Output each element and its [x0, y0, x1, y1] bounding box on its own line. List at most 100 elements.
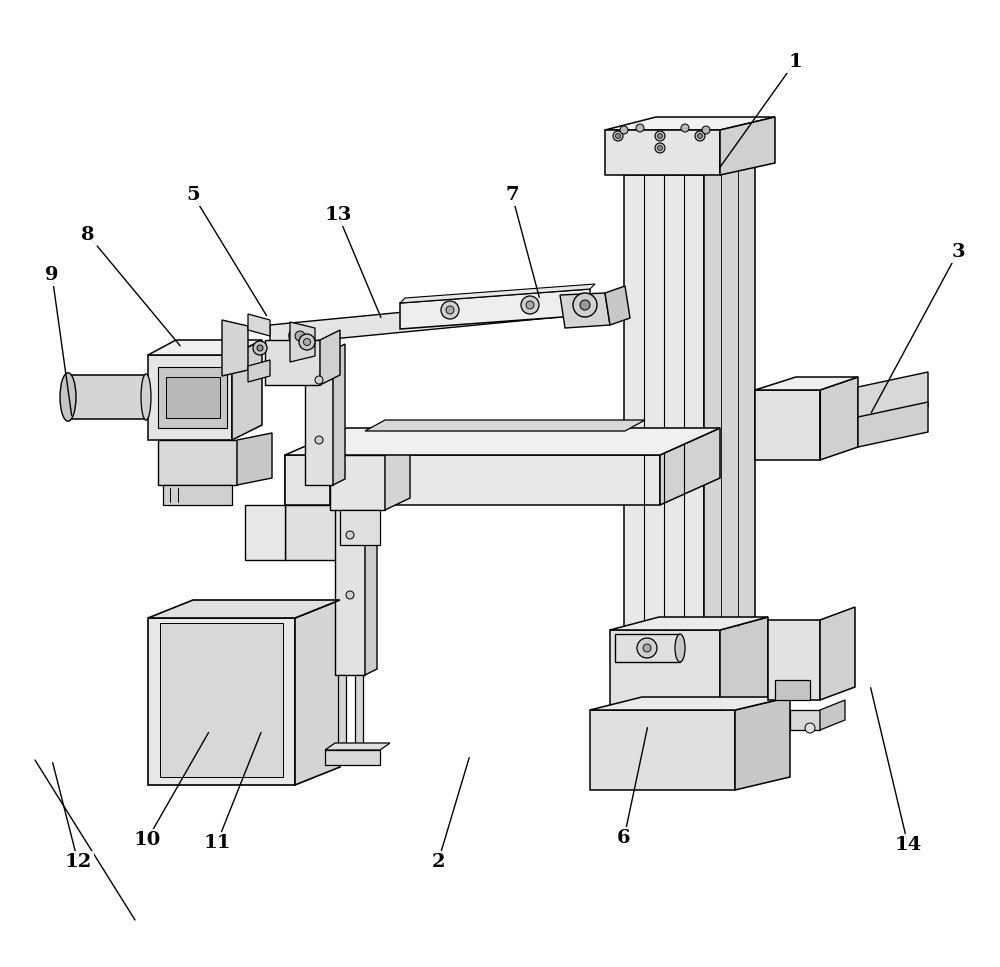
Circle shape	[441, 301, 459, 319]
Circle shape	[698, 133, 702, 138]
Polygon shape	[290, 322, 315, 362]
Circle shape	[257, 345, 263, 351]
Circle shape	[526, 301, 534, 309]
Polygon shape	[755, 377, 858, 390]
Circle shape	[636, 124, 644, 132]
Polygon shape	[610, 630, 720, 710]
Text: 2: 2	[431, 853, 445, 871]
Polygon shape	[820, 607, 855, 700]
Polygon shape	[265, 340, 320, 385]
Polygon shape	[605, 286, 630, 325]
Circle shape	[643, 644, 651, 652]
Polygon shape	[385, 443, 410, 510]
Polygon shape	[325, 750, 380, 765]
Polygon shape	[755, 390, 820, 460]
Polygon shape	[400, 289, 590, 329]
Polygon shape	[768, 620, 820, 700]
Polygon shape	[68, 375, 148, 419]
Polygon shape	[248, 314, 270, 336]
Polygon shape	[295, 600, 340, 785]
Polygon shape	[365, 499, 377, 675]
Circle shape	[658, 145, 662, 151]
Text: 14: 14	[894, 836, 922, 854]
Polygon shape	[400, 284, 595, 303]
Text: 12: 12	[64, 853, 92, 871]
Text: 9: 9	[45, 266, 59, 284]
Circle shape	[620, 126, 628, 134]
Polygon shape	[325, 743, 390, 750]
Polygon shape	[820, 700, 845, 730]
Polygon shape	[148, 600, 340, 618]
Circle shape	[616, 133, 620, 138]
Ellipse shape	[60, 373, 76, 422]
Polygon shape	[232, 340, 262, 440]
Polygon shape	[148, 618, 295, 785]
Circle shape	[446, 306, 454, 314]
Polygon shape	[158, 440, 237, 485]
Text: 8: 8	[81, 226, 95, 244]
Polygon shape	[590, 697, 790, 710]
Text: 13: 13	[324, 206, 352, 224]
Text: 10: 10	[133, 831, 161, 849]
Text: 11: 11	[203, 834, 231, 852]
Polygon shape	[365, 420, 645, 431]
Text: 5: 5	[186, 186, 200, 204]
Circle shape	[315, 436, 323, 444]
Circle shape	[681, 124, 689, 132]
Polygon shape	[858, 402, 928, 447]
Circle shape	[573, 293, 597, 317]
Polygon shape	[163, 485, 232, 505]
Circle shape	[702, 126, 710, 134]
Circle shape	[315, 376, 323, 384]
Polygon shape	[166, 377, 220, 418]
Polygon shape	[285, 455, 330, 505]
Circle shape	[346, 531, 354, 539]
Circle shape	[805, 723, 815, 733]
Polygon shape	[704, 163, 755, 630]
Circle shape	[295, 331, 305, 341]
Polygon shape	[720, 117, 775, 175]
Polygon shape	[305, 350, 333, 485]
Polygon shape	[775, 680, 810, 700]
Polygon shape	[333, 344, 345, 485]
Circle shape	[655, 131, 665, 141]
Polygon shape	[148, 340, 262, 355]
Circle shape	[304, 338, 311, 345]
Polygon shape	[285, 455, 660, 505]
Polygon shape	[605, 130, 720, 175]
Polygon shape	[270, 295, 580, 345]
Text: 6: 6	[617, 829, 631, 847]
Circle shape	[695, 131, 705, 141]
Polygon shape	[610, 617, 768, 630]
Polygon shape	[560, 293, 610, 328]
Polygon shape	[660, 428, 720, 505]
Polygon shape	[605, 117, 775, 130]
Circle shape	[613, 131, 623, 141]
Polygon shape	[320, 330, 340, 385]
Polygon shape	[237, 433, 272, 485]
Polygon shape	[330, 455, 385, 510]
Circle shape	[521, 296, 539, 314]
Text: 7: 7	[505, 186, 519, 204]
Ellipse shape	[675, 634, 685, 662]
Circle shape	[289, 325, 311, 347]
Circle shape	[658, 133, 662, 138]
Text: 3: 3	[951, 243, 965, 261]
Polygon shape	[615, 634, 680, 662]
Polygon shape	[355, 675, 363, 760]
Polygon shape	[285, 505, 340, 560]
Polygon shape	[160, 623, 283, 777]
Circle shape	[655, 143, 665, 153]
Circle shape	[299, 334, 315, 350]
Polygon shape	[624, 175, 704, 630]
Polygon shape	[340, 510, 380, 545]
Circle shape	[346, 591, 354, 599]
Polygon shape	[858, 372, 928, 422]
Polygon shape	[222, 320, 248, 376]
Polygon shape	[148, 355, 232, 440]
Polygon shape	[335, 505, 365, 675]
Polygon shape	[285, 428, 720, 455]
Circle shape	[253, 341, 267, 355]
Circle shape	[580, 300, 590, 310]
Polygon shape	[158, 367, 227, 428]
